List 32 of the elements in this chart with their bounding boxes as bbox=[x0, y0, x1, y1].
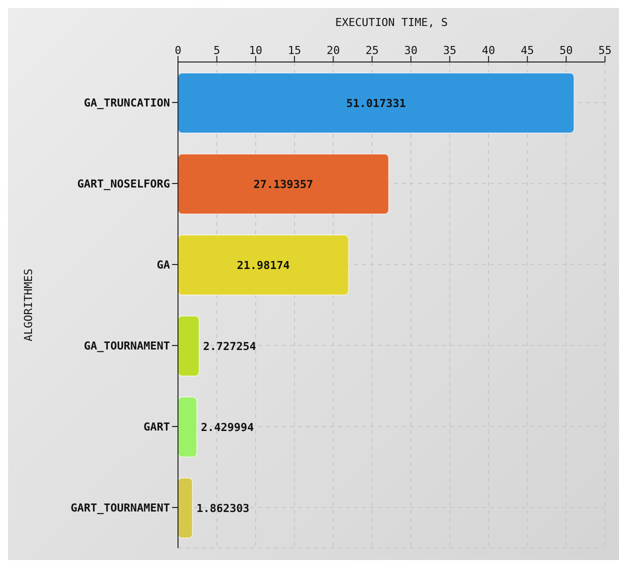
x-tick-label: 5 bbox=[214, 44, 220, 57]
data-label: 27.139357 bbox=[254, 178, 314, 191]
x-tick-label: 25 bbox=[365, 44, 379, 57]
x-axis-title: EXECUTION TIME, S bbox=[335, 16, 448, 29]
data-label: 2.727254 bbox=[203, 340, 257, 353]
x-tick-label: 45 bbox=[520, 44, 534, 57]
x-tick-label: 20 bbox=[326, 44, 340, 57]
y-tick-label: GA_TRUNCATION bbox=[84, 96, 170, 110]
y-tick-label: GART bbox=[144, 420, 170, 434]
x-tick-label: 40 bbox=[482, 44, 496, 57]
x-tick-label: 30 bbox=[404, 44, 418, 57]
x-tick-label: 15 bbox=[288, 44, 302, 57]
y-tick-label: GART_NOSELFORG bbox=[77, 177, 170, 190]
data-label: 2.429994 bbox=[200, 420, 254, 434]
x-tick-label: 0 bbox=[174, 44, 182, 57]
data-label: 21.98174 bbox=[236, 258, 290, 272]
y-tick-label: GA bbox=[156, 258, 170, 272]
bar bbox=[178, 234, 350, 296]
data-label: 51.017331 bbox=[346, 96, 406, 110]
bar bbox=[178, 72, 575, 134]
bar bbox=[178, 478, 193, 538]
x-tick-label: 55 bbox=[598, 44, 612, 57]
data-label: 1.862303 bbox=[196, 502, 250, 515]
y-tick-label: GA_TOURNAMENT bbox=[84, 339, 170, 352]
x-tick-label: 35 bbox=[443, 44, 456, 57]
y-axis-title: ALGORITHMES bbox=[22, 268, 35, 342]
bar bbox=[178, 316, 200, 376]
y-tick-label: GART_TOURNAMENT bbox=[70, 501, 170, 514]
x-tick-label: 10 bbox=[249, 44, 262, 57]
x-tick-label: 50 bbox=[560, 44, 573, 57]
bar bbox=[178, 396, 198, 458]
bar bbox=[178, 154, 390, 214]
